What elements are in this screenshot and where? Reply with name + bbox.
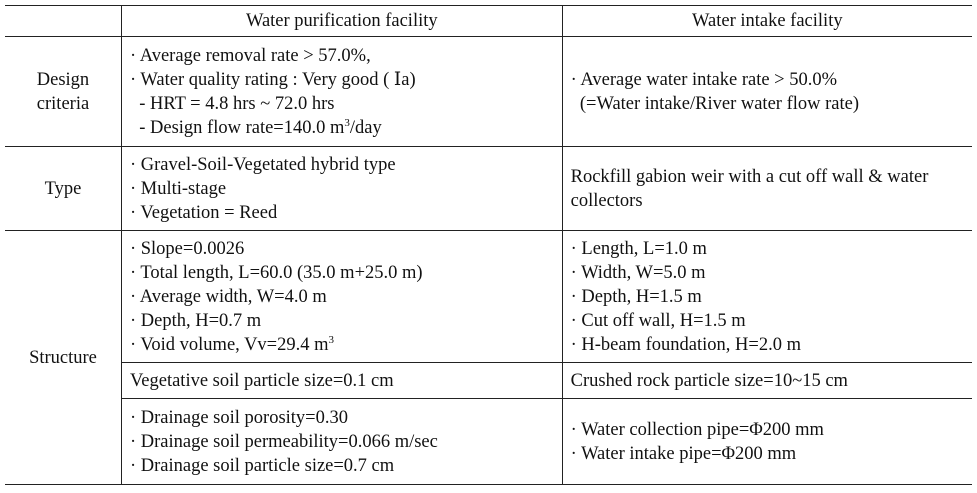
structure-row-3: · Drainage soil porosity=0.30 · Drainage…	[5, 398, 972, 485]
list-item: · Water collection pipe=Φ200 mm	[570, 419, 824, 440]
list-item: · Drainage soil porosity=0.30	[129, 407, 348, 428]
header-purification: Water purification facility	[120, 5, 563, 37]
list-item: · Cut off wall, H=1.5 m	[570, 310, 746, 331]
structure-purification-cell-3: · Drainage soil porosity=0.30 · Drainage…	[120, 398, 563, 485]
list-item: · Drainage soil permeability=0.066 m/sec	[129, 431, 438, 452]
row-label-type: Type	[5, 146, 122, 231]
list-item: Rockfill gabion weir with a cut off wall…	[570, 166, 929, 187]
list-item: collectors	[570, 190, 643, 211]
list-item: · Water quality rating : Very good ( Ⅰa)	[129, 69, 416, 90]
header-intake: Water intake facility	[561, 5, 972, 37]
structure-row-2: Vegetative soil particle size=0.1 cm Cru…	[5, 362, 972, 399]
list-item: - Design flow rate=140.0 m3/day	[129, 116, 382, 138]
structure-intake-cell-1: · Length, L=1.0 m · Width, W=5.0 m · Dep…	[561, 230, 972, 363]
list-item: · Depth, H=0.7 m	[129, 310, 262, 331]
list-item: · Width, W=5.0 m	[570, 262, 706, 283]
design-criteria-row: Design criteria · Average removal rate >…	[5, 36, 972, 147]
list-item: (=Water intake/River water flow rate)	[570, 93, 859, 114]
structure-row-1: Structure · Slope=0.0026 · Total length,…	[5, 230, 972, 485]
design-intake-cell: · Average water intake rate > 50.0% (=Wa…	[561, 36, 972, 147]
type-purification-cell: · Gravel-Soil-Vegetated hybrid type · Mu…	[120, 146, 563, 231]
list-item: - HRT = 4.8 hrs ~ 72.0 hrs	[129, 93, 335, 114]
list-item: · Water intake pipe=Φ200 mm	[570, 443, 797, 464]
list-item: · Average removal rate > 57.0%,	[129, 45, 371, 66]
header-empty-cell	[5, 5, 122, 37]
list-item: · H-beam foundation, H=2.0 m	[570, 334, 801, 355]
list-item: Vegetative soil particle size=0.1 cm	[129, 370, 394, 391]
type-intake-cell: Rockfill gabion weir with a cut off wall…	[561, 146, 972, 231]
list-item: · Length, L=1.0 m	[570, 238, 707, 259]
row-label-structure: Structure	[5, 230, 122, 485]
row-label-design: Design criteria	[5, 36, 122, 147]
structure-intake-cell-2: Crushed rock particle size=10~15 cm	[561, 362, 972, 399]
structure-intake-cell-3: · Water collection pipe=Φ200 mm · Water …	[561, 398, 972, 485]
list-item: · Multi-stage	[129, 178, 227, 199]
list-item: · Average water intake rate > 50.0%	[570, 69, 838, 90]
list-item: · Total length, L=60.0 (35.0 m+25.0 m)	[129, 262, 423, 283]
design-purification-cell: · Average removal rate > 57.0%, · Water …	[120, 36, 563, 147]
list-item: · Void volume, Vv=29.4 m3	[129, 333, 335, 355]
list-item: · Gravel-Soil-Vegetated hybrid type	[129, 154, 396, 175]
comparison-table: Water purification facility Water intake…	[5, 5, 972, 485]
list-item: · Depth, H=1.5 m	[570, 286, 702, 307]
structure-purification-cell-2: Vegetative soil particle size=0.1 cm	[120, 362, 563, 399]
list-item: · Drainage soil particle size=0.7 cm	[129, 455, 395, 476]
list-item: Crushed rock particle size=10~15 cm	[570, 370, 848, 391]
list-item: · Average width, W=4.0 m	[129, 286, 327, 307]
list-item: · Slope=0.0026	[129, 238, 245, 259]
type-row: Type · Gravel-Soil-Vegetated hybrid type…	[5, 146, 972, 231]
structure-purification-cell-1: · Slope=0.0026 · Total length, L=60.0 (3…	[120, 230, 563, 363]
list-item: · Vegetation = Reed	[129, 202, 278, 223]
header-row: Water purification facility Water intake…	[5, 5, 972, 37]
